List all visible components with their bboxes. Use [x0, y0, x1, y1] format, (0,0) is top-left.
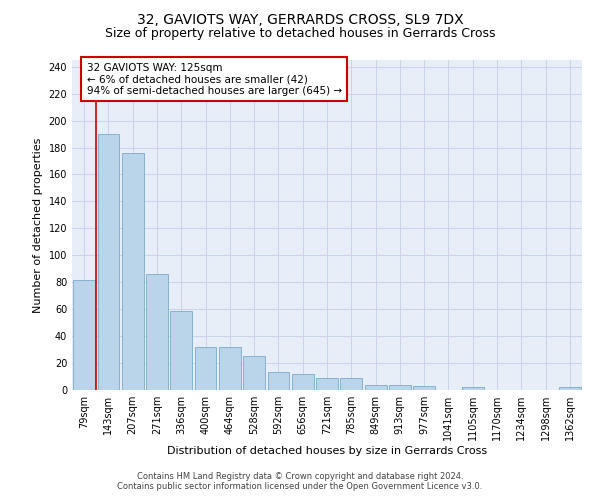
Bar [316, 378, 338, 390]
Bar [73, 280, 95, 390]
Text: Contains public sector information licensed under the Open Government Licence v3: Contains public sector information licen… [118, 482, 482, 491]
Bar [194, 347, 217, 390]
Bar [146, 274, 168, 390]
Bar [462, 388, 484, 390]
Bar [559, 388, 581, 390]
Bar [122, 153, 143, 390]
Bar [170, 310, 192, 390]
Text: Contains HM Land Registry data © Crown copyright and database right 2024.: Contains HM Land Registry data © Crown c… [137, 472, 463, 481]
Bar [97, 134, 119, 390]
X-axis label: Distribution of detached houses by size in Gerrards Cross: Distribution of detached houses by size … [167, 446, 487, 456]
Y-axis label: Number of detached properties: Number of detached properties [33, 138, 43, 312]
Bar [340, 378, 362, 390]
Bar [292, 374, 314, 390]
Bar [389, 384, 411, 390]
Text: 32 GAVIOTS WAY: 125sqm
← 6% of detached houses are smaller (42)
94% of semi-deta: 32 GAVIOTS WAY: 125sqm ← 6% of detached … [86, 62, 341, 96]
Bar [243, 356, 265, 390]
Bar [219, 347, 241, 390]
Bar [365, 384, 386, 390]
Text: 32, GAVIOTS WAY, GERRARDS CROSS, SL9 7DX: 32, GAVIOTS WAY, GERRARDS CROSS, SL9 7DX [137, 12, 463, 26]
Text: Size of property relative to detached houses in Gerrards Cross: Size of property relative to detached ho… [105, 28, 495, 40]
Bar [413, 386, 435, 390]
Bar [268, 372, 289, 390]
